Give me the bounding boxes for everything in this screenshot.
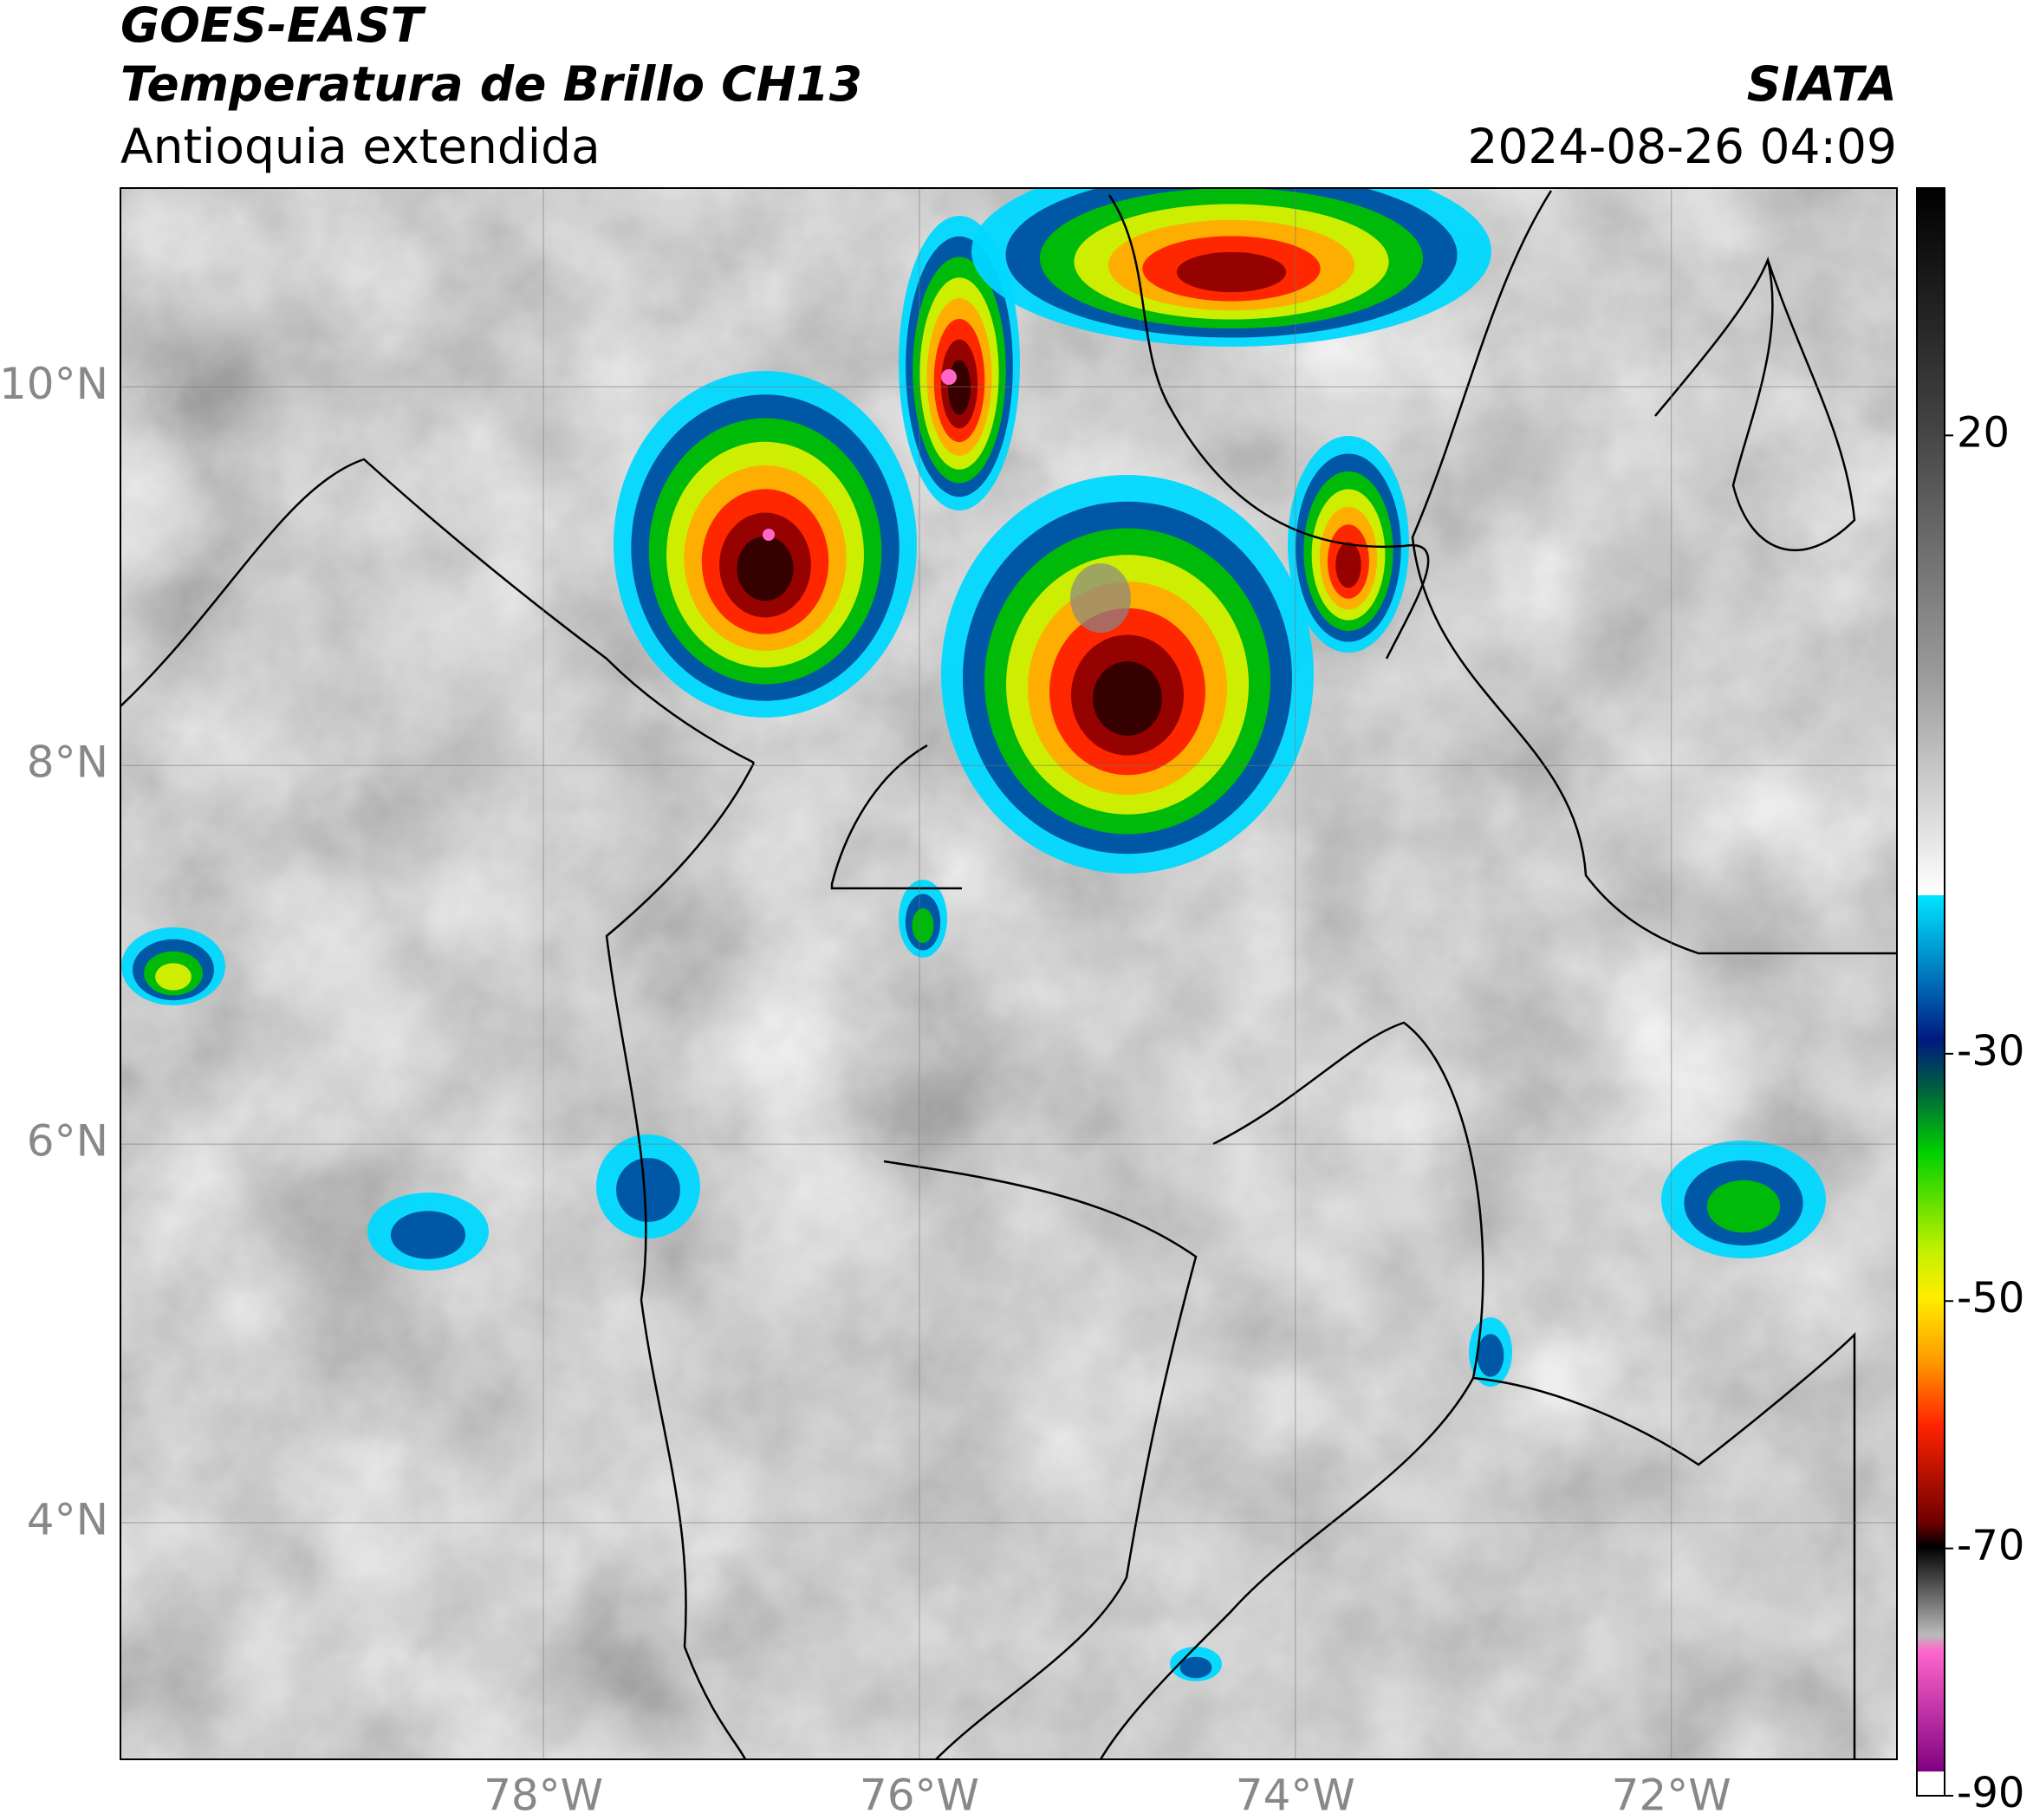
y-tick-label: 6°N xyxy=(27,1116,108,1167)
title: GOES-EAST xyxy=(120,0,424,53)
overshoot xyxy=(941,369,957,385)
overshoot xyxy=(763,529,775,541)
cloud-top xyxy=(1706,1180,1781,1233)
cloud-top xyxy=(155,963,192,991)
cloud-top xyxy=(1477,1334,1504,1377)
borders xyxy=(120,190,1897,1759)
colorbar-tick-label: -90 xyxy=(1957,1769,2024,1817)
y-tick-label: 10°N xyxy=(0,359,108,409)
cloud-top xyxy=(947,360,971,415)
colorbar-tick-label: 20 xyxy=(1957,408,2010,457)
timestamp: 2024-08-26 04:09 xyxy=(1467,119,1897,174)
x-tick-label: 74°W xyxy=(1236,1771,1355,1820)
y-tick-label: 4°N xyxy=(27,1494,108,1544)
source: SIATA xyxy=(1746,56,1897,112)
map-frame xyxy=(120,187,1898,1760)
cloud-top xyxy=(1335,542,1361,588)
cloud-top xyxy=(390,1211,466,1259)
y-tick-label: 8°N xyxy=(27,738,108,788)
x-tick-label: 72°W xyxy=(1612,1771,1731,1820)
x-tick-label: 76°W xyxy=(860,1771,979,1820)
overshoot xyxy=(1070,563,1131,633)
colorbar xyxy=(1916,187,1945,1797)
cloud-top xyxy=(616,1158,680,1222)
cloud-top xyxy=(1093,661,1162,736)
cloud-top xyxy=(912,908,934,943)
cloud-top xyxy=(737,536,794,601)
cloud-top xyxy=(1179,1656,1212,1679)
cloud-top xyxy=(1176,251,1287,293)
satellite-image xyxy=(120,188,1897,1759)
x-tick-label: 78°W xyxy=(484,1771,603,1820)
colorbar-tick-label: -70 xyxy=(1957,1522,2024,1570)
subtitle: Temperatura de Brillo CH13 xyxy=(120,56,863,112)
region: Antioquia extendida xyxy=(120,119,601,174)
colorbar-tick-label: -30 xyxy=(1957,1027,2024,1076)
colorbar-tick-label: -50 xyxy=(1957,1274,2024,1323)
